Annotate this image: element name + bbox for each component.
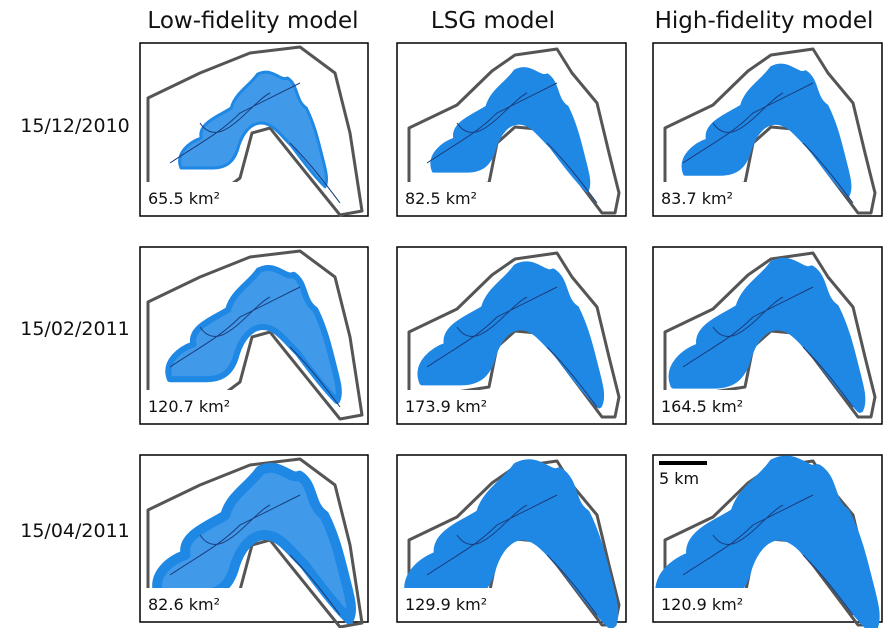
flooded-area-label: 120.9 km² xyxy=(661,595,743,614)
map-panel: 164.5 km² xyxy=(653,247,882,424)
flooded-area-label: 120.7 km² xyxy=(148,397,230,416)
map-panel: 173.9 km² xyxy=(397,247,626,424)
map-panel: 82.6 km² xyxy=(140,455,368,627)
column-title: High-fidelity model xyxy=(655,8,874,34)
map-panel: 83.7 km² xyxy=(653,43,882,216)
map-panel: 82.5 km² xyxy=(397,43,626,216)
map-panel: 65.5 km² xyxy=(140,43,368,216)
flooded-area-label: 129.9 km² xyxy=(405,595,487,614)
map-panel: 129.9 km² xyxy=(397,455,626,625)
scale-bar: 5 km xyxy=(655,457,715,491)
flooded-area-label: 83.7 km² xyxy=(661,189,733,208)
flooded-area-label: 82.6 km² xyxy=(148,595,220,614)
flooded-area-label: 164.5 km² xyxy=(661,397,743,416)
row-label: 15/04/2011 xyxy=(20,520,130,542)
row-label: 15/12/2010 xyxy=(20,115,130,137)
map-panel: 120.7 km² xyxy=(140,247,368,424)
figure: Low-fidelity model LSG model High-fidelity… xyxy=(0,0,894,628)
flooded-area-label: 173.9 km² xyxy=(405,397,487,416)
column-title: Low-fidelity model xyxy=(147,8,358,34)
scale-label: 5 km xyxy=(659,469,699,488)
flooded-area-label: 82.5 km² xyxy=(405,189,477,208)
row-label: 15/02/2011 xyxy=(20,318,130,340)
flooded-area-label: 65.5 km² xyxy=(148,189,220,208)
column-title: LSG model xyxy=(431,8,555,34)
